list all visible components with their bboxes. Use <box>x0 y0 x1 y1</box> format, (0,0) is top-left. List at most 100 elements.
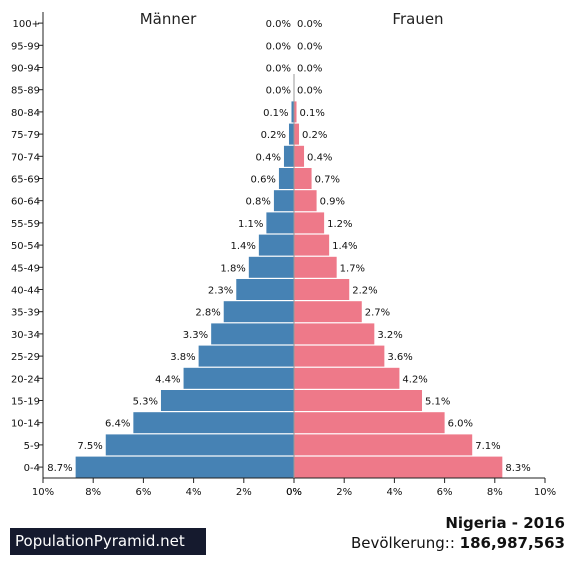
bar-female <box>294 101 297 123</box>
bar-female <box>294 168 312 189</box>
age-group-label: 50-54 <box>11 241 40 252</box>
data-label-male: 3.8% <box>170 352 195 363</box>
data-label-male: 2.3% <box>208 286 233 297</box>
data-label-male: 3.3% <box>183 330 208 341</box>
bar-male <box>160 390 294 411</box>
age-group-label: 85-89 <box>11 86 40 97</box>
bar-male <box>133 412 294 434</box>
data-label-female: 0.9% <box>320 197 345 208</box>
data-label-male: 0.0% <box>266 19 291 30</box>
data-label-female: 0.4% <box>307 152 332 163</box>
data-label-male: 1.4% <box>230 241 255 252</box>
axes-group: 100+ 95-99 90-94 85-89 80-84 75-79 70-74 65-69 6… <box>11 12 556 498</box>
x-tick-label-right: 2% <box>336 487 352 498</box>
bar-male <box>266 212 294 234</box>
bar-male <box>248 256 294 278</box>
bar-female <box>294 456 503 478</box>
data-label-female: 2.2% <box>352 286 377 297</box>
data-label-female: 0.1% <box>300 108 325 119</box>
age-group-label: 15-19 <box>11 397 40 408</box>
age-group-label: 95-99 <box>11 41 40 52</box>
age-group-label: 30-34 <box>11 330 40 341</box>
data-label-female: 1.7% <box>340 263 365 274</box>
bar-female <box>294 301 362 323</box>
x-tick-label-left: 10% <box>32 487 54 498</box>
bar-male <box>211 323 294 345</box>
data-label-female: 0.0% <box>297 19 322 30</box>
age-group-label: 10-14 <box>11 419 40 430</box>
x-tick-label-left: 0% <box>286 487 302 498</box>
age-group-label: 90-94 <box>11 64 40 75</box>
bar-female <box>294 279 350 300</box>
data-label-female: 6.0% <box>448 419 473 430</box>
data-label-female: 3.2% <box>377 330 402 341</box>
bar-female <box>294 234 330 256</box>
data-label-male: 0.1% <box>263 108 288 119</box>
bar-female <box>294 190 317 212</box>
age-group-label: 75-79 <box>11 130 40 141</box>
data-label-male: 0.0% <box>266 41 291 52</box>
data-label-female: 5.1% <box>425 397 450 408</box>
bar-female <box>294 412 445 434</box>
x-tick-label-left: 2% <box>236 487 252 498</box>
x-tick-label-left: 8% <box>85 487 101 498</box>
age-group-label: 45-49 <box>11 263 40 274</box>
data-label-male: 4.4% <box>155 374 180 385</box>
population-value: 186,987,563 <box>459 534 565 552</box>
age-group-label: 55-59 <box>11 219 40 230</box>
bar-male <box>288 123 294 145</box>
data-label-female: 3.6% <box>387 352 412 363</box>
data-label-female: 0.0% <box>297 64 322 75</box>
data-label-male: 1.8% <box>220 263 245 274</box>
x-tick-label-left: 6% <box>135 487 151 498</box>
age-group-label: 0-4 <box>24 463 40 474</box>
data-label-male: 2.8% <box>195 308 220 319</box>
bar-male <box>105 434 294 456</box>
brand-logo[interactable]: PopulationPyramid.net <box>10 528 206 555</box>
bar-male <box>283 145 294 167</box>
age-group-label: 70-74 <box>11 152 40 163</box>
series-title-male: Männer <box>140 10 197 28</box>
bars-group: 0.0% 0.0% 0.0% 0.0% 0.0% 0.0% 0.0% 0.0% 0.1% 0.1%… <box>47 19 531 478</box>
data-label-female: 1.2% <box>327 219 352 230</box>
data-label-male: 0.0% <box>266 64 291 75</box>
x-tick-label-right: 6% <box>437 487 453 498</box>
bar-male <box>258 234 294 256</box>
data-label-female: 0.0% <box>297 86 322 97</box>
age-group-label: 100+ <box>13 19 40 30</box>
age-group-label: 20-24 <box>11 374 40 385</box>
bar-female <box>294 367 400 389</box>
data-label-male: 0.2% <box>261 130 286 141</box>
age-group-label: 80-84 <box>11 108 40 119</box>
data-label-male: 1.1% <box>238 219 263 230</box>
bar-male <box>291 101 294 123</box>
bar-male <box>223 301 294 323</box>
series-title-female: Frauen <box>392 10 443 28</box>
data-label-male: 5.3% <box>133 397 158 408</box>
bar-male <box>198 345 294 367</box>
age-group-label: 65-69 <box>11 175 40 186</box>
data-label-female: 0.7% <box>315 175 340 186</box>
data-label-female: 1.4% <box>332 241 357 252</box>
bar-male <box>75 456 294 478</box>
population-pyramid-chart: 0.0% 0.0% 0.0% 0.0% 0.0% 0.0% 0.0% 0.0% 0.1% 0.1%… <box>11 10 556 498</box>
bar-female <box>294 256 337 278</box>
data-label-male: 6.4% <box>105 419 130 430</box>
data-label-male: 0.4% <box>256 152 281 163</box>
age-group-label: 40-44 <box>11 286 40 297</box>
bar-female <box>294 212 325 234</box>
data-label-male: 0.6% <box>251 175 276 186</box>
bar-female <box>294 323 375 345</box>
data-label-male: 0.0% <box>266 86 291 97</box>
data-label-female: 8.3% <box>505 463 530 474</box>
x-tick-label-right: 8% <box>487 487 503 498</box>
bar-male <box>183 367 294 389</box>
bar-male <box>236 279 294 300</box>
data-label-female: 4.2% <box>402 374 427 385</box>
data-label-male: 8.7% <box>47 463 72 474</box>
age-group-label: 60-64 <box>11 197 40 208</box>
data-label-female: 7.1% <box>475 441 500 452</box>
bar-female <box>294 434 473 456</box>
data-label-male: 0.8% <box>246 197 271 208</box>
chart-title: Nigeria - 2016 <box>445 514 565 532</box>
